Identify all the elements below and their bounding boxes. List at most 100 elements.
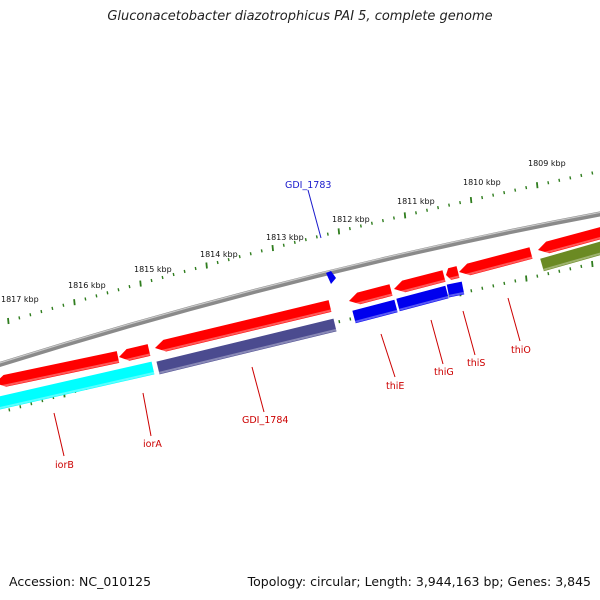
outer-scale-tick bbox=[40, 309, 43, 314]
outer-scale-tick bbox=[381, 219, 384, 223]
outer-scale-tick bbox=[437, 206, 440, 210]
gene-label-thiE: thiE bbox=[386, 381, 404, 392]
gene-thiO-forward bbox=[459, 247, 533, 276]
outer-scale-tick bbox=[481, 195, 484, 200]
genome-stats-text: Topology: circular; Length: 3,944,163 bp… bbox=[247, 574, 591, 589]
outer-scale-tick bbox=[117, 288, 120, 292]
scale-label: 1813 kbp bbox=[266, 233, 304, 242]
outer-scale-tick bbox=[95, 294, 98, 298]
outer-scale-tick bbox=[106, 291, 109, 295]
scale-label: 1817 kbp bbox=[1, 295, 39, 304]
outer-scale-tick bbox=[51, 306, 54, 311]
outer-scale-tick bbox=[469, 196, 473, 204]
gene-label-iorB: iorB bbox=[55, 460, 74, 471]
inner-scale-tick bbox=[30, 402, 33, 406]
inner-scale-tick bbox=[492, 284, 495, 288]
outer-scale-tick bbox=[536, 182, 539, 189]
gene-label-GDI_1784: GDI_1784 bbox=[242, 415, 288, 426]
scale-label: 1816 kbp bbox=[68, 281, 106, 290]
outer-scale-tick bbox=[62, 303, 65, 307]
inner-scale-tick bbox=[481, 286, 484, 290]
label-leader-line bbox=[53, 412, 65, 457]
label-leader-line bbox=[462, 310, 476, 356]
inner-scale-tick bbox=[558, 269, 561, 273]
gene-iorB-forward bbox=[0, 351, 120, 387]
outer-scale-tick bbox=[29, 313, 32, 317]
outer-scale-tick bbox=[448, 203, 451, 207]
inner-scale-tick bbox=[470, 289, 473, 293]
gene-right-reverse bbox=[540, 241, 600, 272]
gene-label-GDI_1783: GDI_1783 bbox=[285, 180, 331, 191]
gene-features bbox=[0, 227, 600, 410]
scale-label: 1812 kbp bbox=[332, 215, 370, 224]
inner-scale-tick bbox=[536, 274, 539, 278]
gene-thiS-forward bbox=[446, 266, 460, 280]
gene-right-forward bbox=[538, 227, 600, 254]
outer-scale-tick bbox=[238, 255, 241, 259]
label-leader-line bbox=[142, 392, 152, 437]
inner-scale-tick bbox=[569, 267, 572, 271]
gene-label-iorA: iorA bbox=[143, 439, 162, 450]
outer-scale-tick bbox=[547, 181, 550, 185]
outer-scale-tick bbox=[514, 188, 517, 192]
gene-iorA-forward bbox=[119, 344, 151, 361]
outer-scale-tick bbox=[569, 176, 572, 180]
scale-label: 1810 kbp bbox=[463, 178, 501, 187]
outer-scale-tick bbox=[216, 260, 219, 265]
outer-scale-tick bbox=[359, 224, 362, 228]
inner-scale-tick bbox=[8, 408, 11, 412]
inner-scale-tick bbox=[580, 264, 583, 269]
outer-scale-tick bbox=[370, 221, 373, 225]
outer-scale-tick bbox=[492, 193, 495, 197]
outer-scale-tick bbox=[337, 228, 341, 235]
label-leader-line bbox=[251, 366, 265, 413]
inner-scale-tick bbox=[349, 317, 352, 321]
label-leader-line bbox=[430, 319, 444, 365]
gene-GDI_1784-reverse bbox=[156, 318, 337, 375]
outer-scale-tick bbox=[194, 266, 197, 271]
gene-GDI_1784-forward bbox=[155, 300, 332, 352]
scale-label: 1811 kbp bbox=[397, 197, 435, 206]
outer-scale-tick bbox=[326, 232, 329, 236]
gene-label-thiO: thiO bbox=[511, 345, 531, 356]
outer-scale-tick bbox=[503, 190, 506, 195]
outer-scale-tick bbox=[348, 227, 351, 231]
genome-backbone bbox=[0, 211, 600, 368]
outer-scale-tick bbox=[260, 249, 263, 253]
outer-scale-tick bbox=[415, 211, 417, 215]
scale-labels: 1817 kbp 1816 kbp 1815 kbp 1814 kbp 1813 kbp… bbox=[1, 159, 566, 304]
outer-scale-tick bbox=[150, 278, 153, 283]
outer-scale-tick bbox=[403, 212, 407, 219]
label-leader-line bbox=[380, 333, 396, 378]
inner-scale-tick bbox=[591, 260, 594, 268]
outer-scale-tick bbox=[426, 208, 429, 212]
gene-thiE-reverse bbox=[352, 299, 398, 324]
outer-scale-tick bbox=[73, 299, 76, 306]
outer-scale-tick bbox=[227, 257, 230, 262]
outer-scale-tick bbox=[271, 244, 274, 252]
outer-scale-tick bbox=[161, 275, 164, 280]
accession-text: Accession: NC_010125 bbox=[9, 574, 152, 589]
scale-label: 1814 kbp bbox=[200, 250, 238, 259]
gene-label-thiG: thiG bbox=[434, 367, 454, 378]
gene-GDI_1783-marker bbox=[326, 271, 336, 284]
label-leader-line bbox=[507, 297, 521, 342]
scale-label: 1815 kbp bbox=[134, 265, 172, 274]
outer-scale-tick bbox=[459, 200, 462, 205]
inner-scale-tick bbox=[525, 275, 528, 282]
outer-scale-tick bbox=[7, 317, 10, 325]
inner-scale-tick bbox=[547, 272, 550, 276]
scale-label: 1809 kbp bbox=[528, 159, 566, 168]
outer-scale-tick bbox=[205, 262, 208, 269]
gene-label-thiS: thiS bbox=[467, 358, 485, 369]
outer-scale-tick bbox=[249, 252, 252, 256]
gene-labels: iorB iorA GDI_1784 thiE thiG thiS thiO GDI_1783 bbox=[55, 180, 531, 471]
gene-thiS-reverse bbox=[446, 281, 465, 298]
gene-iorB-reverse bbox=[0, 361, 155, 410]
outer-scale-tick bbox=[128, 285, 131, 289]
inner-scale-tick bbox=[503, 281, 506, 286]
outer-scale-tick bbox=[591, 171, 594, 175]
map-title: Gluconacetobacter diazotrophicus PAI 5, … bbox=[107, 9, 493, 24]
outer-scale-tick bbox=[293, 240, 296, 245]
